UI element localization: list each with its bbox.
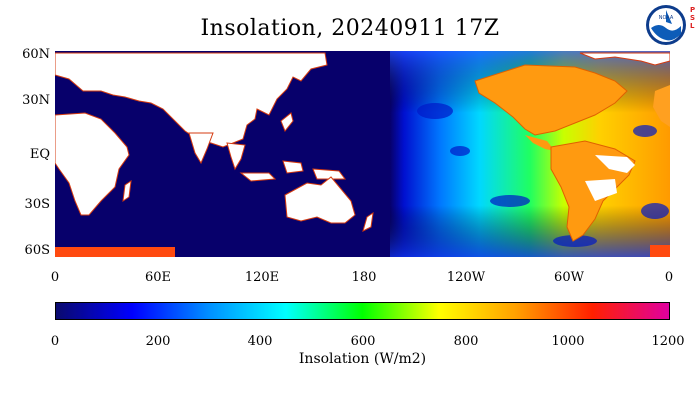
colorbar-tick: 200: [145, 334, 171, 349]
lat-label: 30N: [22, 93, 50, 108]
lat-label: 60S: [24, 243, 50, 258]
colorbar-tick: 1200: [651, 334, 685, 349]
antarctica-west: [55, 247, 175, 257]
lon-label: 120W: [446, 270, 486, 285]
land-day: [474, 64, 670, 242]
colorbar: [55, 302, 670, 320]
arctic-land: [579, 52, 670, 66]
lon-label: 0: [50, 270, 60, 285]
lat-label: 30S: [24, 197, 50, 212]
colorbar-tick: 1000: [551, 334, 585, 349]
colorbar-label: Insolation (W/m2): [298, 351, 427, 367]
lon-label: 180: [351, 270, 377, 285]
lat-label: EQ: [29, 147, 50, 162]
map-title: Insolation, 20240911 17Z: [200, 16, 500, 41]
land-night: [55, 52, 374, 232]
colorbar-tick: 0: [50, 334, 60, 349]
cloud-patches: [417, 85, 669, 247]
lat-label: 60N: [22, 47, 50, 62]
antarctica-east: [650, 245, 670, 257]
lon-label: 60W: [554, 270, 584, 285]
psl-badge: P S L: [690, 6, 695, 30]
colorbar-tick: 400: [247, 334, 273, 349]
psl-letter: P: [690, 6, 696, 14]
noaa-logo-text: NOAA: [659, 15, 674, 21]
lon-label: 60E: [144, 270, 172, 285]
map-canvas: [55, 51, 670, 257]
colorbar-tick: 600: [350, 334, 376, 349]
lon-label: 0: [664, 270, 674, 285]
lon-label: 120E: [244, 270, 280, 285]
colorbar-tick: 800: [453, 334, 479, 349]
psl-letter: S: [690, 14, 696, 22]
noaa-logo-icon: NOAA: [646, 5, 686, 45]
insolation-map: [55, 51, 670, 257]
psl-letter: L: [690, 22, 695, 30]
